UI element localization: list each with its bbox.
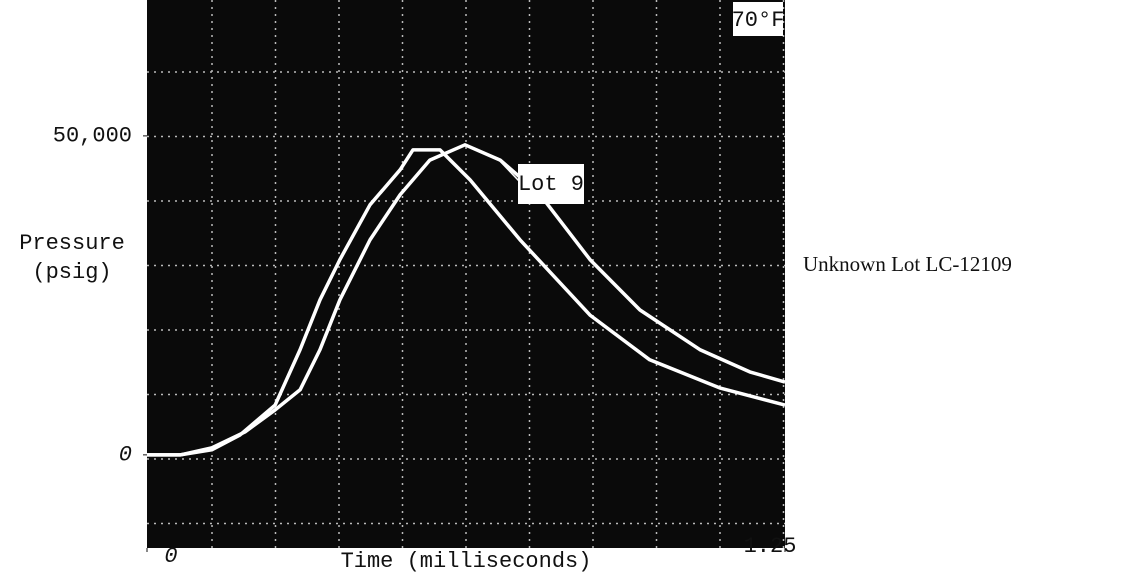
y-axis-label: (psig) bbox=[32, 260, 111, 285]
y-tick-label: 50,000 bbox=[53, 124, 132, 149]
annotation-box bbox=[733, 2, 783, 36]
grid bbox=[147, 0, 785, 548]
label-box bbox=[518, 164, 584, 204]
traces bbox=[147, 143, 786, 457]
trace bbox=[147, 148, 786, 457]
series-label: Unknown Lot LC-12109 bbox=[803, 252, 1012, 276]
x-tick-label: 0 bbox=[164, 544, 177, 569]
x-axis-label: Time (milliseconds) bbox=[341, 549, 592, 574]
x-tick-label: 1.25 bbox=[744, 534, 797, 559]
y-tick-label: 0 bbox=[119, 443, 132, 468]
temperature-annotation: 70°F bbox=[732, 8, 785, 33]
y-axis-label: Pressure bbox=[19, 231, 125, 256]
series-label: Lot 9 bbox=[518, 172, 584, 197]
